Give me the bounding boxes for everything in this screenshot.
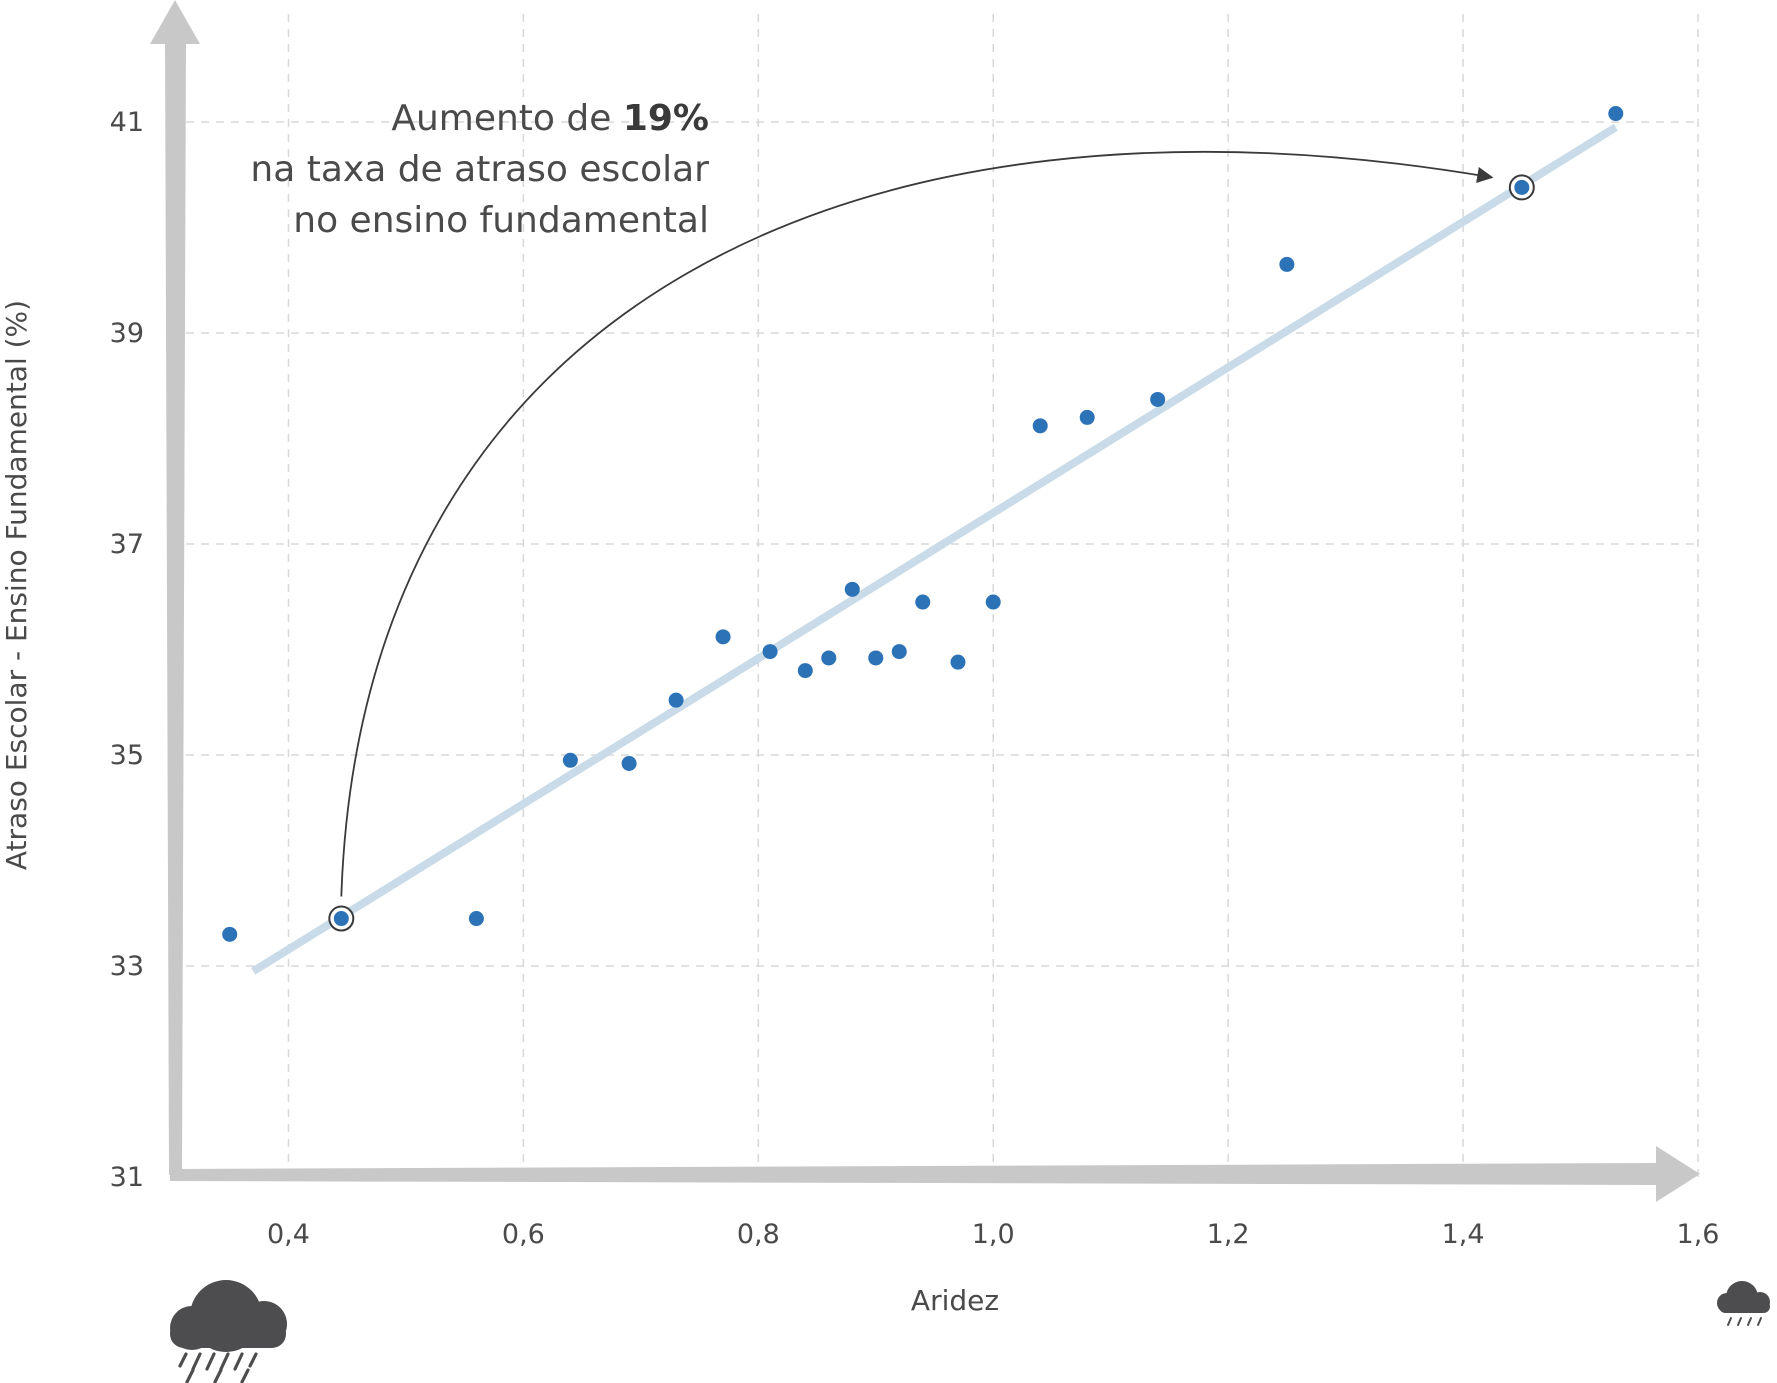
annotation: Aumento de 19% na taxa de atraso escolar… bbox=[250, 98, 709, 241]
data-point bbox=[1150, 391, 1166, 407]
data-point bbox=[950, 654, 966, 670]
data-point bbox=[1079, 409, 1095, 425]
annotation-arrow bbox=[340, 151, 1494, 897]
data-point bbox=[891, 644, 907, 660]
data-point bbox=[821, 650, 837, 666]
annotation-line-1: Aumento de 19% bbox=[391, 98, 709, 139]
y-axis-arrow bbox=[150, 0, 200, 1175]
data-point bbox=[985, 594, 1001, 610]
data-point bbox=[222, 926, 238, 942]
highlighted-point bbox=[1508, 174, 1535, 201]
data-point bbox=[1608, 106, 1624, 122]
data-point bbox=[621, 755, 637, 771]
highlighted-point bbox=[328, 905, 355, 932]
heavy-rain-cloud-icon bbox=[170, 1280, 287, 1383]
x-tick-label: 1,4 bbox=[1442, 1219, 1485, 1250]
annotation-line-3: no ensino fundamental bbox=[293, 200, 709, 241]
data-point bbox=[797, 663, 813, 679]
data-point bbox=[668, 692, 684, 708]
x-axis-ticks: 0,4 0,6 0,8 1,0 1,2 1,4 1,6 bbox=[267, 1219, 1719, 1250]
trendline bbox=[251, 123, 1618, 975]
x-tick-label: 1,0 bbox=[972, 1219, 1015, 1250]
y-tick-label: 37 bbox=[110, 529, 144, 560]
data-point bbox=[762, 644, 778, 660]
x-tick-label: 0,6 bbox=[502, 1219, 545, 1250]
data-point bbox=[868, 650, 884, 666]
data-point bbox=[1032, 418, 1048, 434]
y-axis-label: Atraso Escolar - Ensino Fundamental (%) bbox=[0, 300, 33, 870]
data-point bbox=[844, 581, 860, 597]
annotation-line-2: na taxa de atraso escolar bbox=[250, 149, 709, 190]
x-tick-label: 1,2 bbox=[1207, 1219, 1250, 1250]
y-tick-label: 31 bbox=[110, 1162, 144, 1193]
highlighted-points bbox=[328, 174, 1535, 932]
y-axis-ticks: 31 33 35 37 39 41 bbox=[110, 107, 144, 1193]
y-tick-label: 39 bbox=[110, 318, 144, 349]
data-points bbox=[222, 106, 1624, 942]
data-point bbox=[915, 594, 931, 610]
x-tick-label: 0,4 bbox=[267, 1219, 310, 1250]
light-rain-cloud-icon bbox=[1717, 1281, 1770, 1326]
x-tick-label: 0,8 bbox=[737, 1219, 780, 1250]
x-axis-label: Aridez bbox=[911, 1284, 999, 1317]
data-point bbox=[715, 629, 731, 645]
y-tick-label: 41 bbox=[110, 107, 144, 138]
data-point bbox=[1279, 256, 1295, 272]
x-tick-label: 1,6 bbox=[1677, 1219, 1720, 1250]
y-tick-label: 33 bbox=[110, 951, 144, 982]
x-axis-arrow bbox=[170, 1146, 1700, 1202]
data-point bbox=[468, 911, 484, 927]
y-tick-label: 35 bbox=[110, 740, 144, 771]
data-point bbox=[562, 752, 578, 768]
